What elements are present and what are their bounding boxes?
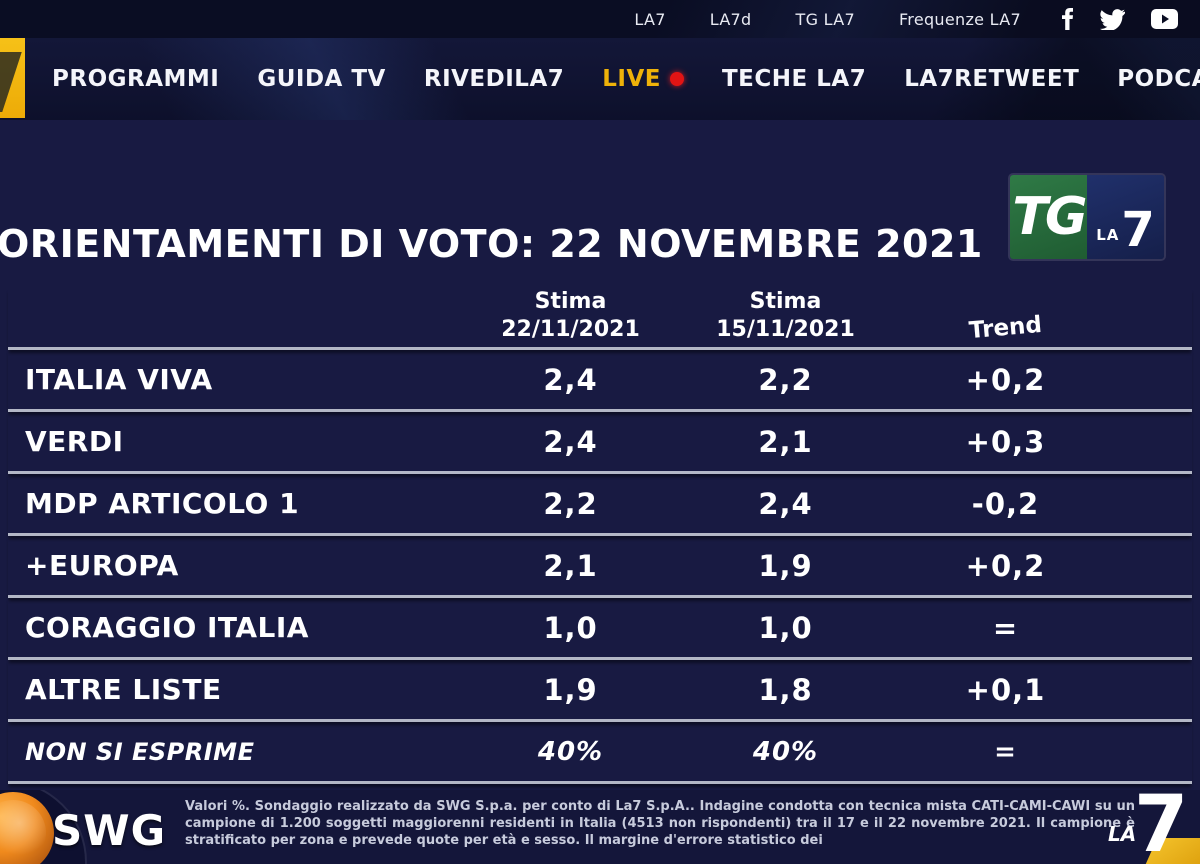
- previous-value: 2,4: [758, 486, 813, 521]
- previous-value: 1,8: [758, 672, 813, 707]
- current-value: 40%: [537, 736, 604, 767]
- table-row: CORAGGIO ITALIA 1,0 1,0 =: [8, 598, 1192, 660]
- trend-value: -0,2: [971, 486, 1040, 521]
- topbar-links: LA7 LA7d TG LA7 Frequenze LA7: [634, 10, 1021, 29]
- table-row: ITALIA VIVA 2,4 2,2 +0,2: [8, 350, 1192, 412]
- trend-value: =: [992, 610, 1019, 645]
- stima-label-2: Stima: [749, 289, 822, 314]
- party-name: CORAGGIO ITALIA: [25, 611, 309, 644]
- tg-logo-la7-box: LA 7: [1087, 175, 1164, 259]
- previous-value: 1,9: [758, 548, 813, 583]
- current-value: 1,9: [543, 672, 598, 707]
- trend-value: +0,3: [965, 424, 1046, 459]
- party-name: NON SI ESPRIME: [25, 737, 255, 766]
- col-current-header: Stima 22/11/2021: [458, 288, 683, 343]
- tg-logo-seven: 7: [1121, 201, 1155, 258]
- table-row: +EUROPA 2,1 1,9 +0,2: [8, 536, 1192, 598]
- facebook-icon[interactable]: [1061, 8, 1074, 30]
- trend-value: +0,2: [965, 362, 1046, 397]
- la7-watermark-seven: 7: [1134, 790, 1189, 864]
- page-title: ORIENTAMENTI DI VOTO: 22 NOVEMBRE 2021: [0, 222, 983, 266]
- stima-date-1: 22/11/2021: [501, 316, 640, 342]
- youtube-icon[interactable]: [1151, 9, 1178, 29]
- swg-logo: SWG: [52, 806, 167, 855]
- party-name: ITALIA VIVA: [25, 363, 213, 396]
- nav-teche-la7[interactable]: TECHE LA7: [721, 66, 867, 92]
- col-trend-header: Trend: [967, 312, 1043, 345]
- table-header-row: Stima 22/11/2021 Stima 15/11/2021 Trend: [8, 288, 1192, 350]
- main-nav: PROGRAMMI GUIDA TV RIVEDILA7 LIVE TECHE …: [0, 38, 1200, 120]
- nav-live[interactable]: LIVE: [602, 66, 684, 92]
- col-previous-header: Stima 15/11/2021: [683, 288, 888, 343]
- previous-value: 2,2: [758, 362, 813, 397]
- la7-corner-logo[interactable]: [0, 38, 25, 118]
- topbar-link-la7[interactable]: LA7: [634, 9, 666, 29]
- current-value: 2,2: [543, 486, 598, 521]
- footer: SWG Valori %. Sondaggio realizzato da SW…: [0, 790, 1200, 864]
- previous-value: 1,0: [758, 610, 813, 645]
- la7-seven-fragment: [0, 52, 22, 112]
- party-name: ALTRE LISTE: [25, 673, 222, 706]
- nav-guida-tv[interactable]: GUIDA TV: [257, 66, 386, 92]
- table-row-non-si-esprime: NON SI ESPRIME 40% 40% =: [8, 722, 1192, 784]
- previous-value: 2,1: [758, 424, 813, 459]
- la7-watermark-logo: LA 7: [1108, 790, 1200, 864]
- trend-value: +0,2: [965, 548, 1046, 583]
- live-indicator-dot: [669, 72, 684, 86]
- poll-table: Stima 22/11/2021 Stima 15/11/2021 Trend …: [8, 288, 1192, 784]
- party-name: +EUROPA: [25, 549, 179, 582]
- tg-logo-la: LA: [1096, 226, 1120, 244]
- twitter-icon[interactable]: [1100, 8, 1125, 30]
- nav-live-label: LIVE: [602, 66, 661, 92]
- swg-globe-icon: [0, 792, 54, 864]
- current-value: 2,4: [543, 424, 598, 459]
- methodology-disclaimer: Valori %. Sondaggio realizzato da SWG S.…: [185, 799, 1135, 848]
- nav-la7retweet[interactable]: LA7RETWEET: [904, 66, 1080, 92]
- party-name: VERDI: [25, 425, 124, 458]
- tg-la7-logo: TG LA 7: [1010, 175, 1164, 259]
- table-row: ALTRE LISTE 1,9 1,8 +0,1: [8, 660, 1192, 722]
- table-row: VERDI 2,4 2,1 +0,3: [8, 412, 1192, 474]
- topbar: LA7 LA7d TG LA7 Frequenze LA7: [0, 0, 1200, 38]
- poll-content: TG LA 7 ORIENTAMENTI DI VOTO: 22 NOVEMBR…: [0, 120, 1200, 790]
- nav-rivedila7[interactable]: RIVEDILA7: [423, 66, 565, 92]
- party-name: MDP ARTICOLO 1: [25, 487, 300, 520]
- current-value: 2,1: [543, 548, 598, 583]
- stima-label-1: Stima: [534, 289, 607, 314]
- current-value: 1,0: [543, 610, 598, 645]
- trend-value: +0,1: [965, 672, 1046, 707]
- stima-date-2: 15/11/2021: [716, 316, 855, 342]
- topbar-link-tgla7[interactable]: TG LA7: [795, 9, 855, 29]
- previous-value: 40%: [752, 736, 819, 767]
- table-row: MDP ARTICOLO 1 2,2 2,4 -0,2: [8, 474, 1192, 536]
- tg-logo-green-box: TG: [1010, 175, 1088, 259]
- la7-watermark-la: LA: [1108, 822, 1137, 846]
- topbar-link-frequenze[interactable]: Frequenze LA7: [898, 9, 1021, 29]
- nav-podcast[interactable]: PODCAST: [1117, 66, 1200, 92]
- social-links: [1061, 8, 1178, 30]
- trend-value: =: [994, 736, 1017, 767]
- nav-programmi[interactable]: PROGRAMMI: [52, 66, 220, 92]
- current-value: 2,4: [543, 362, 598, 397]
- topbar-link-la7d[interactable]: LA7d: [709, 9, 752, 29]
